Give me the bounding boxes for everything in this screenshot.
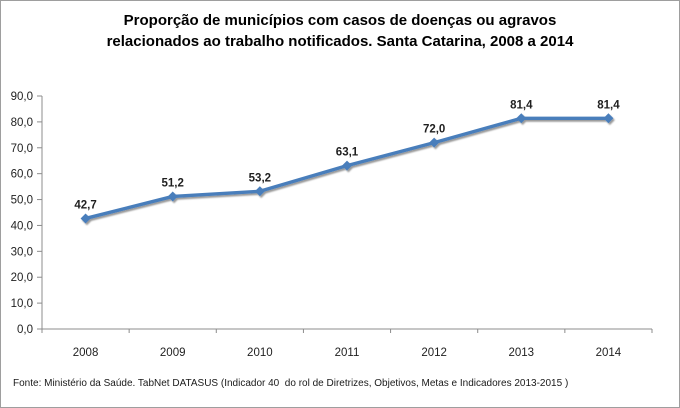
- x-axis-tick-label: 2014: [596, 347, 622, 359]
- x-axis-tick-label: 2012: [421, 347, 447, 359]
- y-axis-tick-label: 70,0: [11, 143, 33, 155]
- data-label: 51,2: [162, 177, 184, 189]
- data-label: 42,7: [74, 199, 96, 211]
- y-axis-tick-label: 50,0: [11, 195, 33, 207]
- line-chart: 0,0 10,0 20,0 30,0 40,0 50,0 60,0 70,0 80,0 90,0 2…: [11, 91, 653, 359]
- y-axis-tick-label: 0,0: [17, 324, 33, 336]
- data-point-marker: [80, 213, 91, 224]
- x-axis-tick-label: 2010: [247, 347, 273, 359]
- data-point-marker: [342, 160, 352, 171]
- data-label: 53,2: [249, 172, 271, 184]
- y-axis-tick-label: 90,0: [11, 91, 33, 103]
- y-axis-tick-label: 20,0: [11, 272, 33, 284]
- source-note: Fonte: Ministério da Saúde. TabNet DATAS…: [13, 378, 569, 389]
- chart-title-line1: Proporção de municípios com casos de doe…: [123, 12, 557, 29]
- chart-title: Proporção de municípios com casos de doe…: [1, 10, 679, 52]
- data-point-marker: [167, 191, 178, 202]
- data-label: 81,4: [510, 99, 533, 111]
- data-label: 63,1: [336, 147, 359, 159]
- y-axis-tick-label: 80,0: [11, 117, 33, 129]
- chart-title-line2: relacionados ao trabalho notificados. Sa…: [106, 33, 574, 50]
- y-axis-tick-label: 30,0: [11, 246, 33, 258]
- data-series: [80, 113, 614, 224]
- x-axis-tick-label: 2011: [335, 347, 360, 359]
- data-point-marker: [254, 186, 265, 197]
- data-label: 81,4: [597, 99, 620, 111]
- y-axis-tick-label: 10,0: [11, 298, 33, 310]
- y-axis-tick-label: 40,0: [11, 220, 33, 232]
- data-point-marker: [516, 113, 527, 124]
- x-axis-tick-label: 2008: [73, 347, 99, 359]
- data-point-marker: [603, 113, 614, 124]
- data-label: 72,0: [423, 124, 445, 136]
- y-axis-tick-label: 60,0: [11, 169, 33, 181]
- x-axis-tick-label: 2013: [508, 347, 534, 359]
- x-axis-tick-label: 2009: [160, 347, 186, 359]
- data-point-marker: [429, 137, 440, 148]
